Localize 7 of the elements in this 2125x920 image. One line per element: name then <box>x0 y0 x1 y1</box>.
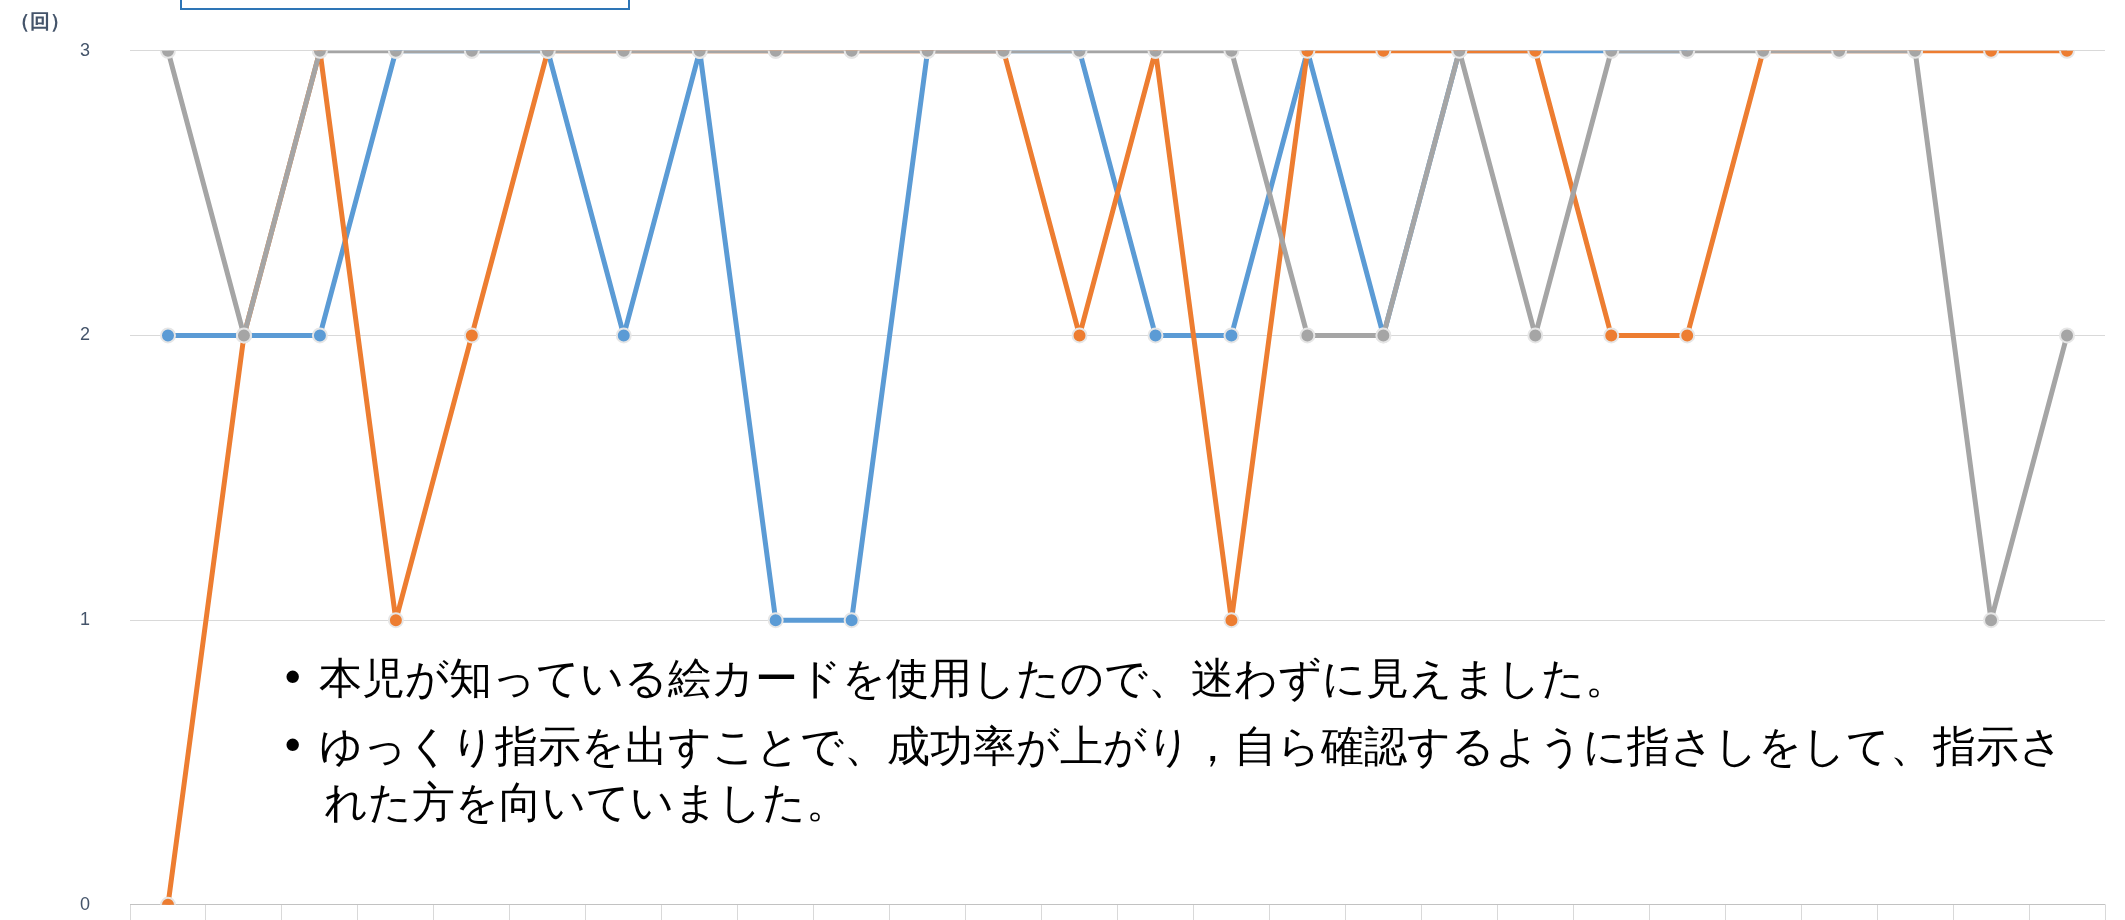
y-axis-title: （回） <box>10 8 70 35</box>
y-tick-label: 0 <box>80 893 91 914</box>
y-tick-label: 1 <box>80 609 91 630</box>
y-tick-label: 3 <box>80 39 91 60</box>
annotation: • 本児が知っている絵カードを使用したので、迷わずに見えました。 <box>280 652 1630 705</box>
annotation: • ゆっくり指示を出すことで、成功率が上がり，自ら確認するように指さしをして、指示された方を向いていました。 <box>280 720 2065 829</box>
y-tick-label: 2 <box>80 324 91 345</box>
